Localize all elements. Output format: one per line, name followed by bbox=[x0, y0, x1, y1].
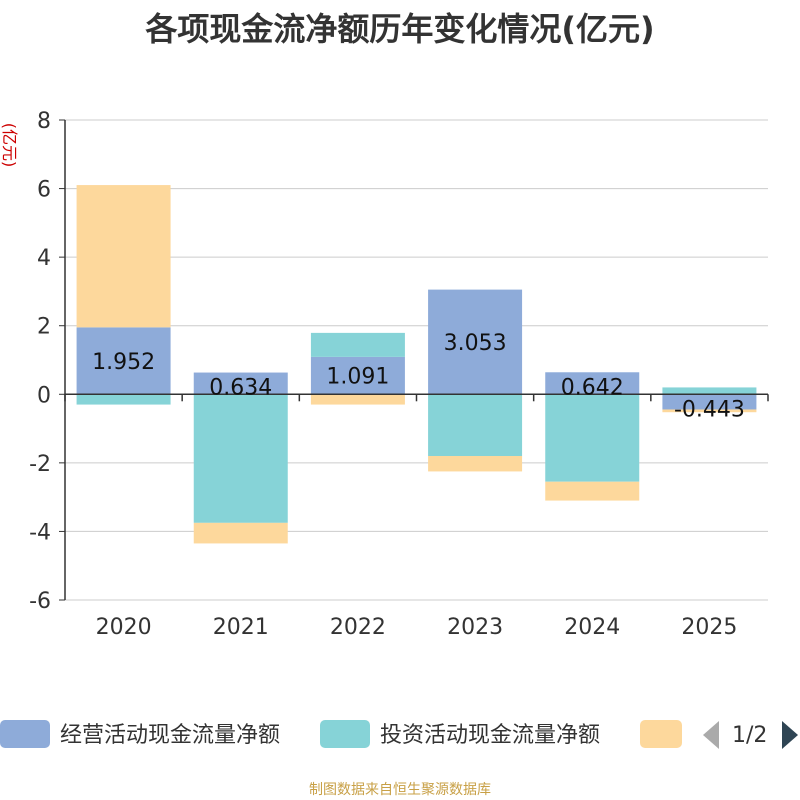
legend-label: 经营活动现金流量净额 bbox=[60, 723, 280, 748]
source-footer: 制图数据来自恒生聚源数据库 bbox=[309, 782, 491, 798]
bar-segment bbox=[662, 394, 757, 410]
bar-segment bbox=[545, 394, 640, 482]
bar-data-label: 3.053 bbox=[444, 331, 507, 356]
bar-segment bbox=[545, 372, 640, 395]
bar-data-label: 1.952 bbox=[92, 350, 155, 375]
bar-segment bbox=[193, 372, 288, 395]
x-tick-label: 2024 bbox=[564, 615, 620, 640]
x-tick-label: 2025 bbox=[681, 615, 737, 640]
legend-prev-icon[interactable] bbox=[703, 721, 719, 749]
legend-swatch bbox=[0, 720, 50, 748]
bar-segment bbox=[76, 394, 171, 405]
chart-title: 各项现金流净额历年变化情况(亿元) bbox=[145, 10, 655, 48]
legend-swatch bbox=[320, 720, 370, 748]
bar-segment bbox=[193, 522, 288, 544]
x-tick-label: 2021 bbox=[213, 615, 269, 640]
x-tick-label: 2022 bbox=[330, 615, 386, 640]
bar-data-label: 0.634 bbox=[209, 376, 272, 401]
bar-segment bbox=[428, 289, 523, 395]
bar-data-label: 0.642 bbox=[561, 375, 624, 400]
x-tick-label: 2023 bbox=[447, 615, 503, 640]
bar-segment bbox=[545, 481, 640, 501]
legend-swatch bbox=[640, 720, 682, 748]
legend: 经营活动现金流量净额 投资活动现金流量净额 1/2 bbox=[0, 720, 798, 749]
y-axis-label: (亿元) bbox=[0, 123, 19, 168]
bar-data-label: -0.443 bbox=[674, 397, 745, 422]
bar-segment bbox=[76, 185, 171, 328]
bar-segment bbox=[310, 394, 405, 405]
bar-segment bbox=[310, 356, 405, 395]
y-tick-label: -6 bbox=[29, 589, 51, 614]
y-tick-label: 2 bbox=[37, 315, 51, 340]
bar-labels: 1.952 0.634 1.091 3.053 0.642 -0.443 bbox=[92, 331, 745, 422]
bar-segment bbox=[310, 332, 405, 357]
bars bbox=[76, 185, 757, 544]
legend-label: 投资活动现金流量净额 bbox=[380, 723, 600, 748]
bar-segment bbox=[193, 394, 288, 523]
y-tick-label: 4 bbox=[37, 246, 51, 271]
y-tick-label: 8 bbox=[37, 109, 51, 134]
legend-page: 1/2 bbox=[732, 723, 767, 748]
bar-segment bbox=[428, 394, 523, 456]
bar-segment bbox=[428, 456, 523, 472]
axes: -6 -4 -2 0 2 4 6 8 (亿元) 2020 2021 2022 2023 2024 2025 bbox=[0, 109, 769, 640]
bar-segment bbox=[662, 387, 757, 395]
y-tick-label: -4 bbox=[29, 520, 51, 545]
y-tick-label: -2 bbox=[29, 452, 51, 477]
y-tick-label: 0 bbox=[37, 383, 51, 408]
bar-segment bbox=[662, 409, 757, 413]
legend-next-icon[interactable] bbox=[782, 721, 798, 749]
x-tick-label: 2020 bbox=[96, 615, 152, 640]
y-tick-label: 6 bbox=[37, 178, 51, 203]
bar-segment bbox=[76, 327, 171, 395]
bar-data-label: 1.091 bbox=[326, 365, 389, 390]
